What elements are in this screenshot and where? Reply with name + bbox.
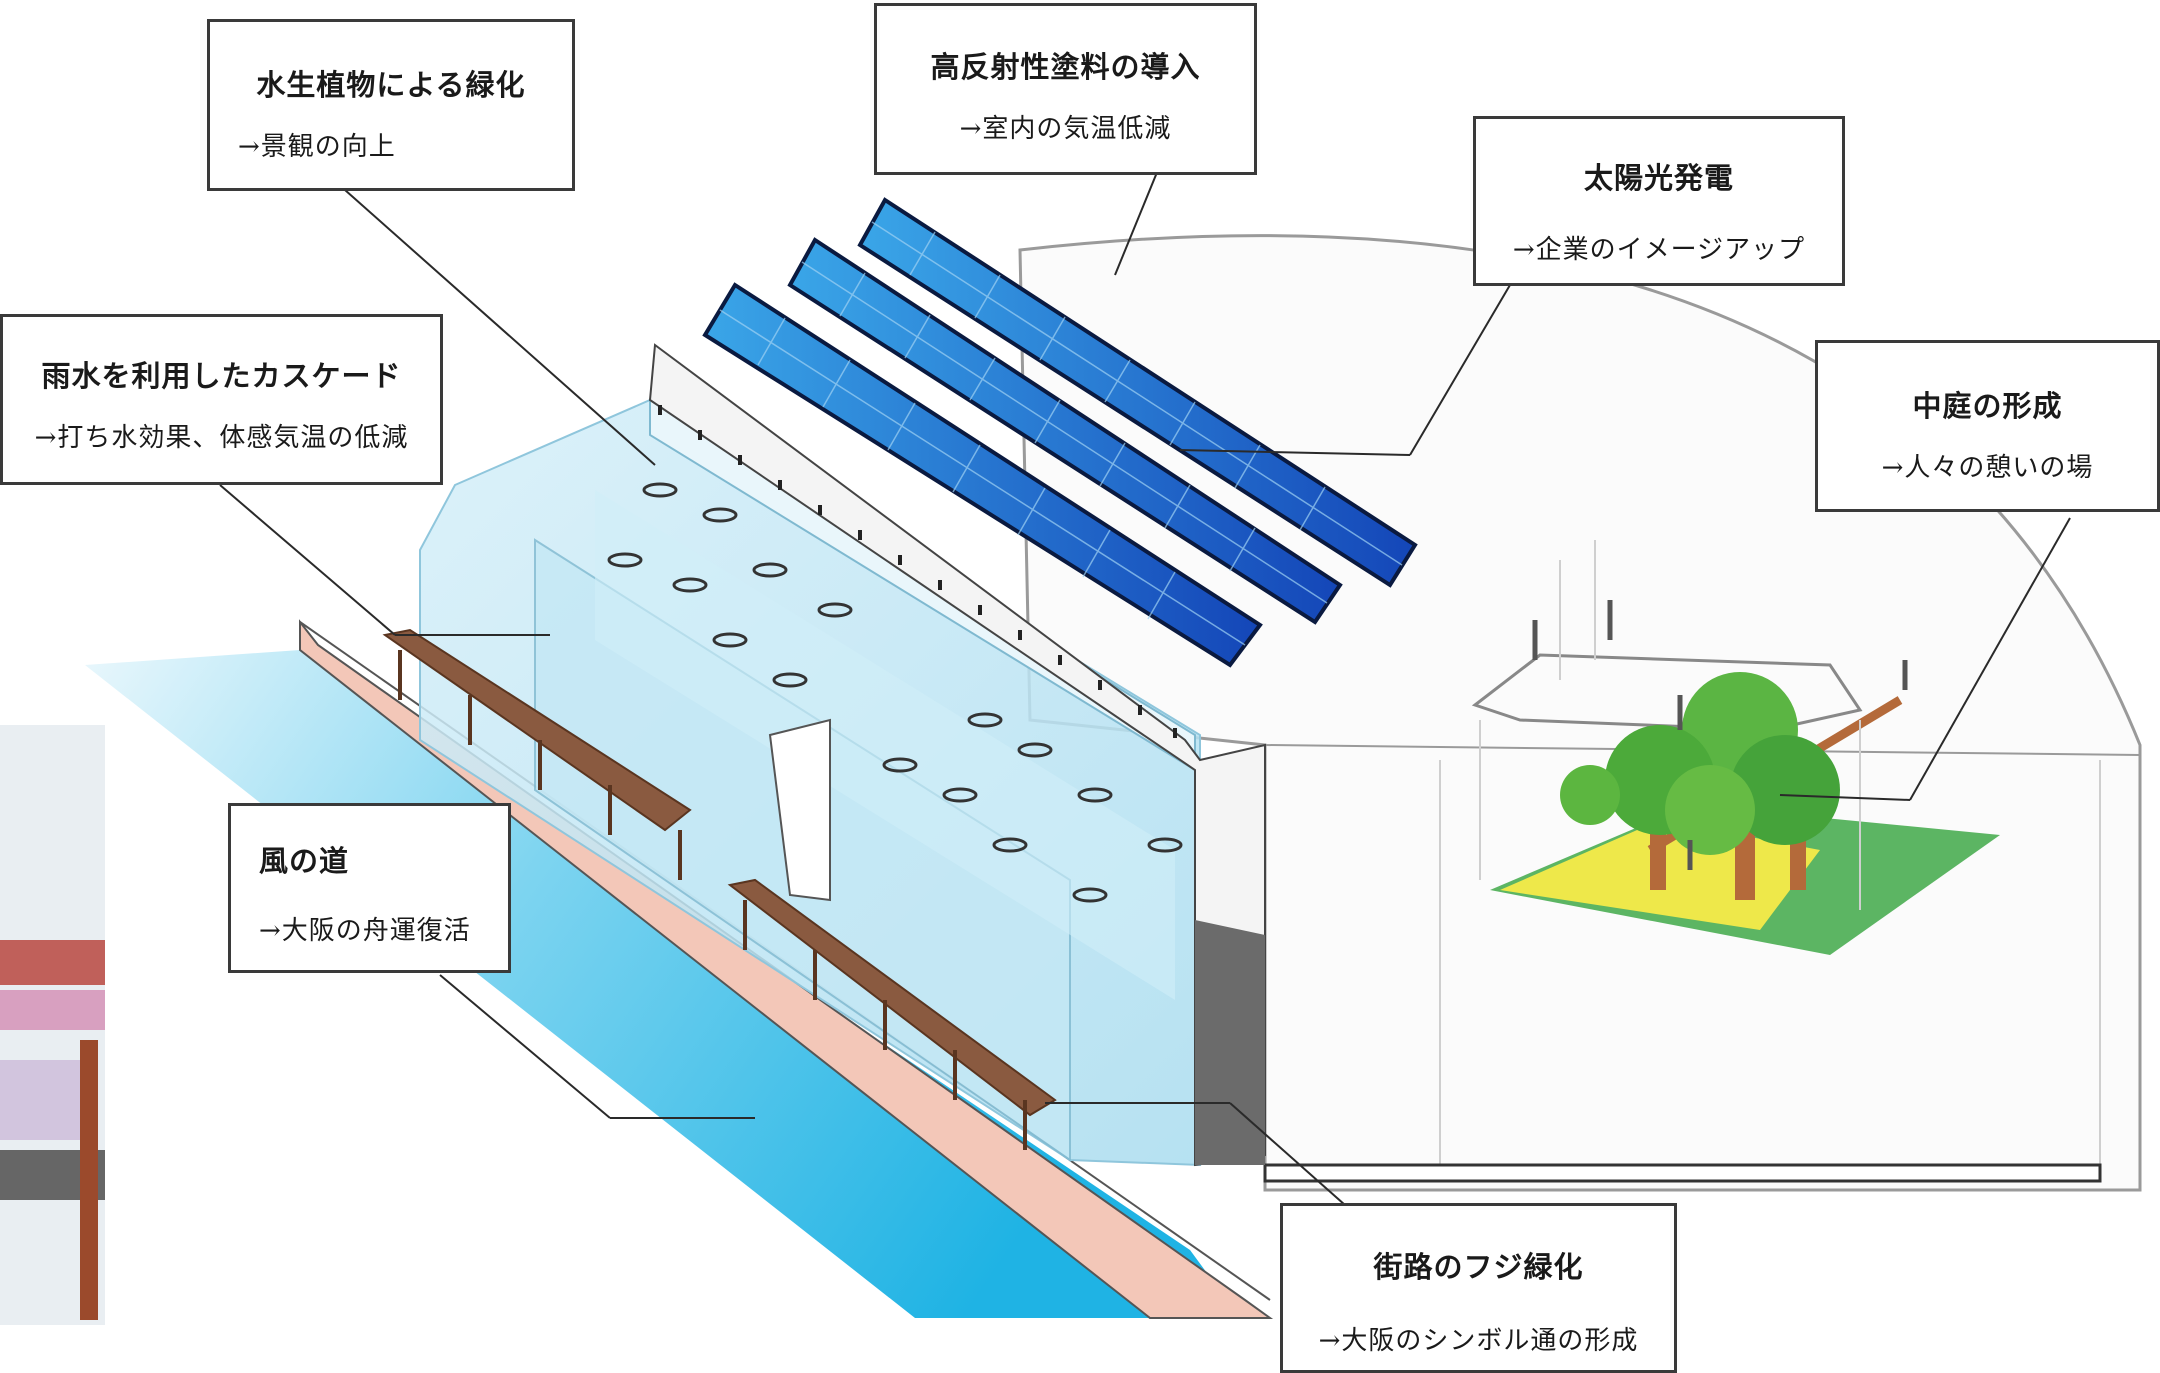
callout-subtitle: →景観の向上: [238, 132, 396, 162]
callout-title: 風の道: [259, 844, 350, 878]
callout-subtitle: →大阪の舟運復活: [259, 916, 471, 946]
callout-title: 街路のフジ緑化: [1373, 1250, 1584, 1284]
callout-subtitle: →人々の憩いの場: [1881, 453, 2094, 483]
callout-street-wisteria: 街路のフジ緑化 →大阪のシンボル通の形成: [1280, 1203, 1677, 1373]
callout-courtyard: 中庭の形成 →人々の憩いの場: [1815, 340, 2160, 512]
callout-title: 中庭の形成: [1912, 389, 2063, 423]
left-photo-fragment: [0, 725, 105, 1325]
solar-panel: [787, 237, 1343, 625]
callout-wind-path: 風の道 →大阪の舟運復活: [228, 803, 511, 973]
callout-solar-power: 太陽光発電 →企業のイメージアップ: [1473, 116, 1845, 286]
callout-subtitle: →企業のイメージアップ: [1512, 235, 1806, 265]
callout-subtitle: →室内の気温低減: [959, 114, 1172, 144]
panel-grid: [719, 221, 1403, 646]
glass-building: [419, 343, 1266, 1167]
callout-subtitle: →大阪のシンボル通の形成: [1318, 1326, 1639, 1356]
cafe-furniture: [607, 482, 1183, 903]
callout-reflective-coating: 高反射性塗料の導入 →室内の気温低減: [874, 3, 1257, 175]
callout-title: 水生植物による緑化: [256, 68, 526, 102]
callout-rainwater-cascade: 雨水を利用したカスケード →打ち水効果、体感気温の低減: [0, 314, 443, 485]
solar-panel: [702, 282, 1263, 668]
solar-panels: [702, 197, 1418, 668]
courtyard-illustration: [1471, 540, 2000, 955]
callout-title: 高反射性塗料の導入: [930, 50, 1201, 84]
leader-lines: [219, 164, 2071, 1206]
callout-subtitle: →打ち水効果、体感気温の低減: [34, 423, 409, 453]
solar-panel: [857, 197, 1418, 588]
callout-aquatic-greening: 水生植物による緑化 →景観の向上: [207, 19, 575, 191]
callout-title: 太陽光発電: [1583, 161, 1734, 195]
callout-title: 雨水を利用したカスケード: [41, 359, 402, 393]
wisteria-trellis: [382, 628, 1057, 1150]
eave-sprinklers: [658, 405, 1177, 738]
